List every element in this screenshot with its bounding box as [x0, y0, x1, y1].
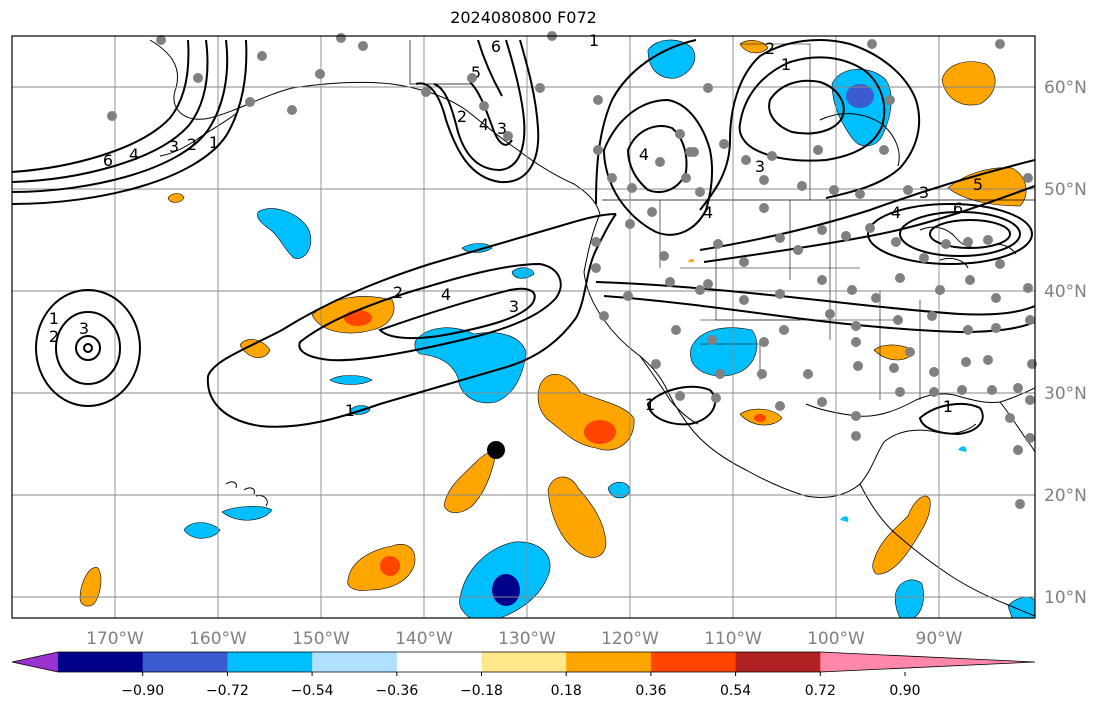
contour-label: 3	[919, 183, 929, 202]
colorbar-tick-label: −0.72	[206, 683, 249, 699]
map-title: 2024080800 F072	[450, 8, 597, 27]
lat-label: 60°N	[1044, 78, 1087, 98]
lat-label: 50°N	[1044, 180, 1087, 200]
lat-label: 40°N	[1044, 282, 1087, 302]
contour-label: 4	[441, 285, 451, 304]
colorbar-tick-label: −0.54	[291, 683, 334, 699]
storm-position-marker	[487, 441, 505, 459]
colorbar-segment	[481, 652, 567, 672]
contour-label: 4	[129, 145, 139, 164]
colorbar-segment	[735, 652, 821, 672]
lat-label: 30°N	[1044, 384, 1087, 404]
contour-label: 5	[973, 175, 983, 194]
contour-label: 1	[209, 133, 219, 152]
longitude-labels: 170°W 160°W 150°W 140°W 130°W 120°W 110°…	[86, 629, 963, 649]
colorbar-segment	[650, 652, 737, 672]
colorbar-tick-label: −0.36	[375, 683, 418, 699]
lon-label: 160°W	[189, 629, 247, 649]
contour-label: 3	[755, 157, 765, 176]
map-frame	[11, 35, 1036, 619]
colorbar-tick-label: 0.90	[889, 683, 920, 699]
contour-label: 3	[79, 319, 89, 338]
lon-label: 170°W	[86, 629, 144, 649]
colorbar-segment	[142, 652, 228, 672]
colorbar: −0.90 −0.72 −0.54 −0.36 −0.18 0.18 0.36 0.54 0.7…	[11, 651, 1036, 699]
colorbar-tick-label: 0.54	[720, 683, 751, 699]
contour-label: 4	[891, 203, 901, 222]
colorbar-segment	[396, 652, 482, 672]
contour-label: 1	[49, 309, 59, 328]
contour-label: 1	[943, 397, 953, 416]
colorbar-segment	[227, 652, 313, 672]
contour-label: 1	[589, 31, 599, 50]
contour-label: 5	[471, 63, 481, 82]
colorbar-tick-label: 0.36	[635, 683, 666, 699]
lat-label: 20°N	[1044, 486, 1087, 506]
contour-label: 3	[497, 119, 507, 138]
colorbar-outline	[11, 651, 1036, 673]
contour-label: 6	[103, 151, 113, 170]
colorbar-extend-high	[820, 652, 1035, 672]
contour-label: 1	[645, 395, 655, 414]
lon-label: 130°W	[498, 629, 556, 649]
lon-label: 90°W	[916, 629, 963, 649]
contour-label: 1	[781, 55, 791, 74]
lon-label: 100°W	[807, 629, 865, 649]
lon-label: 110°W	[704, 629, 762, 649]
contour-label: 6	[953, 199, 963, 218]
latitude-labels: 60°N 50°N 40°N 30°N 20°N 10°N	[1044, 78, 1087, 608]
colorbar-tick-label: −0.90	[121, 683, 164, 699]
station-dots	[107, 31, 1037, 509]
contour-label: 2	[187, 135, 197, 154]
colorbar-extend-low	[12, 652, 58, 672]
contour-label: 4	[639, 145, 649, 164]
contour-label: 2	[765, 39, 775, 58]
shaded-anomalies	[79, 39, 1035, 618]
colorbar-segment	[58, 652, 144, 672]
lat-label: 10°N	[1044, 588, 1087, 608]
contour-label: 6	[491, 37, 501, 56]
contour-label: 2	[393, 283, 403, 302]
contour-value-labels: 6 4 3 2 1 1 2 3 6 5 1 2 1 4 3 2 4 3 4 5 …	[49, 31, 983, 420]
contour-label: 2	[49, 327, 59, 346]
contour-label: 1	[345, 401, 355, 420]
grid-lines	[12, 36, 1035, 618]
contour-label: 4	[703, 203, 713, 222]
colorbar-tick-label: 0.18	[551, 683, 582, 699]
lon-label: 120°W	[601, 629, 659, 649]
lon-label: 140°W	[395, 629, 453, 649]
lon-label: 150°W	[292, 629, 350, 649]
contour-label: 4	[479, 115, 489, 134]
contour-label: 2	[457, 107, 467, 126]
colorbar-segment	[566, 652, 652, 672]
contour-label: 3	[509, 297, 519, 316]
contour-label: 3	[169, 137, 179, 156]
colorbar-segment	[312, 652, 398, 672]
colorbar-tick-label: −0.18	[460, 683, 503, 699]
colorbar-tick-label: 0.72	[805, 683, 836, 699]
